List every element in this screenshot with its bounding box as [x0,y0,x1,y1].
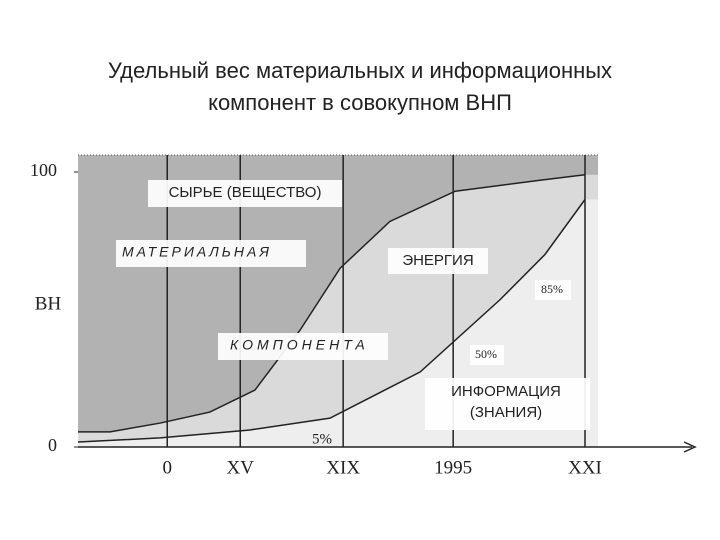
annotation-box [425,378,590,430]
annotation-box [535,280,571,300]
annotation: 50% [475,347,497,361]
annotation: 5% [312,431,332,447]
x-tick-label: XV [227,457,255,478]
annotation: 85% [541,282,563,296]
annotation: МАТЕРИАЛЬНАЯ [122,244,272,260]
annotation: КОМПОНЕНТА [230,337,369,353]
annotation-box [148,180,342,207]
annotation: СЫРЬЕ (ВЕЩЕСТВО) [169,184,322,201]
series-line [78,174,586,433]
annotation-box [218,333,388,360]
x-tick-label: 0 [162,457,172,478]
annotation-box [388,248,488,274]
x-tick-label: XIX [326,457,360,478]
x-tick-label: 1995 [434,457,472,478]
x-axis-arrow [683,441,697,453]
annotation: ИНФОРМАЦИЯ [451,383,561,400]
title-line: компонент в совокупном ВНП [208,90,512,115]
x-tick-label: XXI [568,457,602,478]
annotation-box [470,345,504,365]
annotation: ЭНЕРГИЯ [402,252,473,269]
y-tick-label: 0 [48,435,57,455]
annotation: (ЗНАНИЯ) [470,404,542,421]
annotation-box [116,240,306,267]
series-line [77,199,586,443]
title-line: Удельный вес материальных и информационн… [107,58,613,83]
y-axis-label: ВН [35,293,62,314]
y-tick-label: 100 [30,160,57,180]
